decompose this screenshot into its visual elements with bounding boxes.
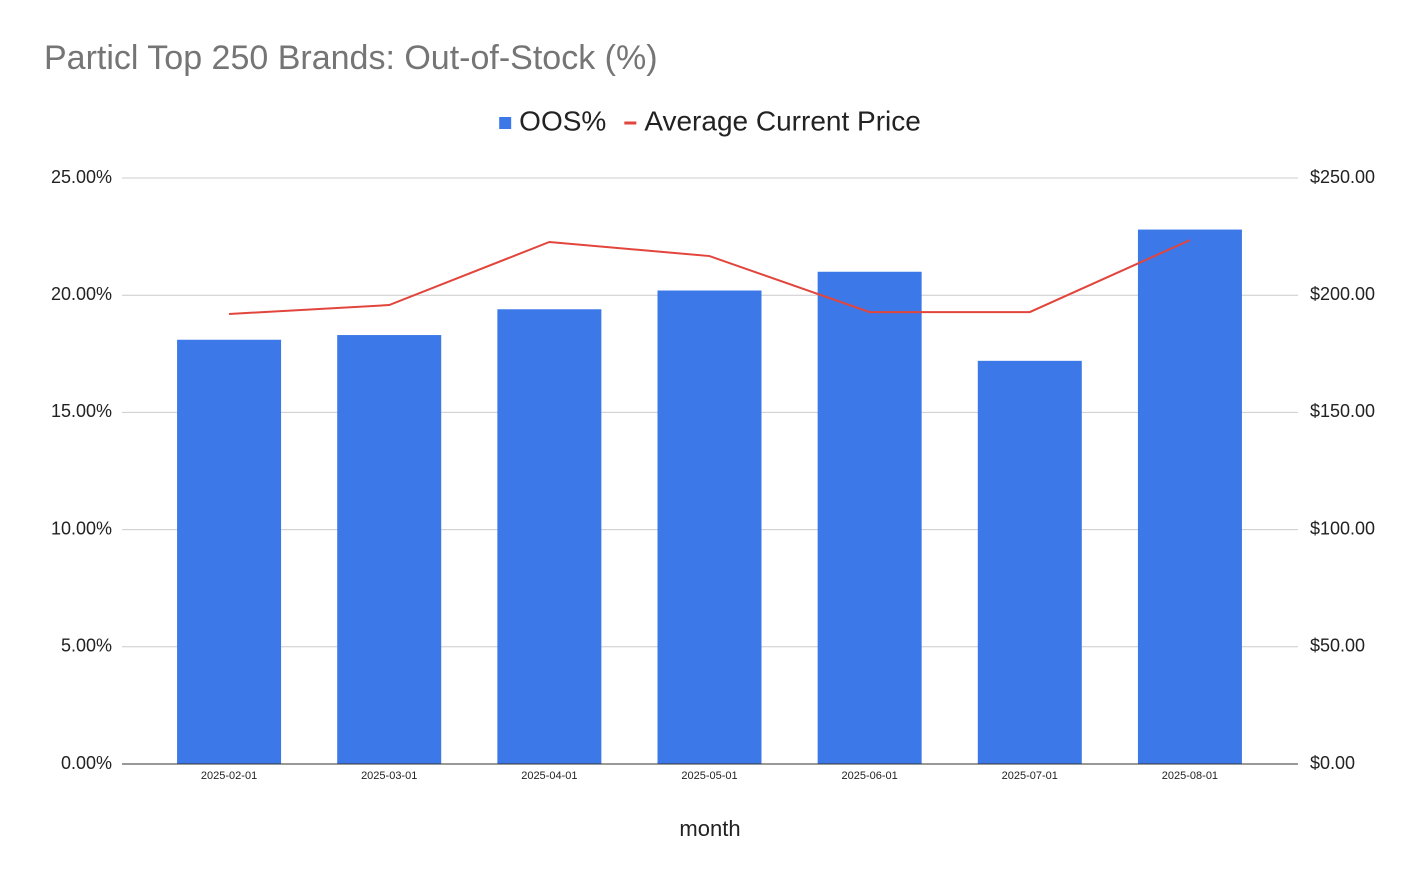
x-tick-label: 2025-08-01 (1162, 770, 1218, 782)
bar (497, 309, 602, 764)
y2-tick-label: $250.00 (1310, 167, 1375, 187)
y2-tick-label: $100.00 (1310, 518, 1375, 538)
y-tick-label: 0.00% (61, 753, 112, 773)
legend-symbol (624, 121, 637, 125)
bar (337, 335, 442, 764)
x-tick-label: 2025-06-01 (842, 770, 898, 782)
bar (1137, 229, 1242, 764)
y2-tick-label: $200.00 (1310, 284, 1375, 304)
y2-tick-label: $50.00 (1310, 636, 1365, 656)
y-tick-label: 20.00% (51, 284, 112, 304)
y-tick-label: 10.00% (51, 518, 112, 538)
y-tick-label: 25.00% (51, 167, 112, 187)
x-axis-label: month (679, 816, 740, 841)
bar (177, 339, 282, 764)
bar (657, 290, 762, 764)
legend-label: Average Current Price (644, 105, 921, 136)
x-tick-label: 2025-05-01 (681, 770, 737, 782)
x-tick-label: 2025-04-01 (521, 770, 577, 782)
bar (817, 271, 922, 764)
legend-symbol (499, 117, 512, 129)
bar (977, 360, 1082, 764)
y-tick-label: 5.00% (61, 636, 112, 656)
x-tick-label: 2025-03-01 (361, 770, 417, 782)
x-tick-label: 2025-07-01 (1002, 770, 1058, 782)
x-tick-label: 2025-02-01 (201, 770, 257, 782)
chart-title: Particl Top 250 Brands: Out-of-Stock (%) (44, 39, 658, 77)
line (229, 239, 1191, 315)
y2-tick-label: $150.00 (1310, 401, 1375, 421)
y-tick-label: 15.00% (51, 401, 112, 421)
y2-tick-label: $0.00 (1310, 753, 1355, 773)
legend-label: OOS% (519, 105, 606, 136)
